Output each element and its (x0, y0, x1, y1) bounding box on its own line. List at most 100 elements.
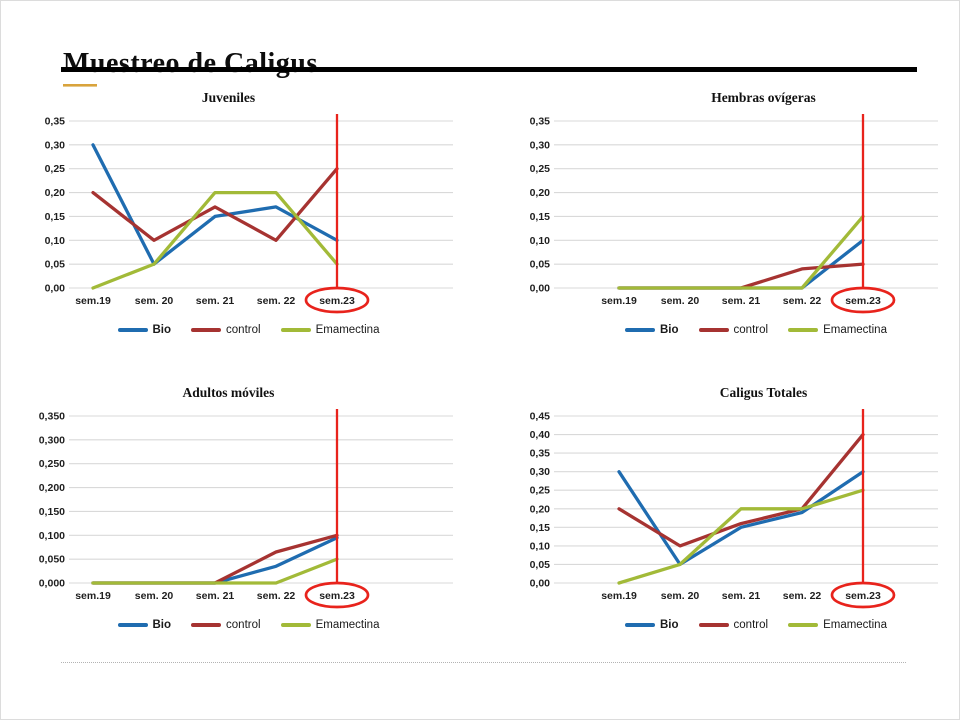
y-tick-label: 0,35 (530, 116, 551, 128)
chart-caligus-totales: Caligus Totales 0,00 0,05 0,10 0,15 0,20 0,25… (506, 384, 946, 634)
legend-item-bio: Bio (117, 324, 172, 336)
x-tick-label: sem.23 (319, 590, 355, 602)
y-tick-label: 0,05 (530, 559, 551, 571)
y-tick-label: 0,30 (530, 139, 551, 151)
y-tick-label: 0,25 (530, 163, 551, 175)
y-tick-label: 0,25 (45, 163, 66, 175)
y-tick-label: 0,00 (530, 283, 551, 295)
series-line-control (617, 262, 865, 290)
line-plot: 0,00 0,05 0,10 0,15 0,20 0,25 0,30 0,35 sem.19 se… (45, 114, 453, 314)
legend-item-bio: Bio (117, 619, 172, 631)
legend-item-control: control (191, 619, 261, 631)
legend-item-bio: Bio (625, 619, 679, 631)
y-tick-label: 0,00 (45, 283, 66, 295)
legend-label: Emamectina (823, 619, 887, 631)
x-tick-label: sem. 20 (661, 590, 700, 602)
annotation-circle (304, 581, 370, 609)
accent-tick (63, 84, 97, 87)
legend-dash-icon (117, 623, 148, 627)
chart-title: Caligus Totales (719, 385, 808, 400)
x-tick-label: sem. 22 (257, 590, 296, 602)
y-tick-label: 0,15 (530, 211, 551, 223)
y-tick-label: 0,10 (530, 540, 551, 552)
x-tick-label: sem. 20 (135, 590, 174, 602)
x-tick-label: sem. 21 (722, 295, 761, 307)
x-tick-label: sem. 21 (196, 590, 235, 602)
series-line-bio (91, 143, 339, 266)
series-line-emamectina (91, 190, 339, 290)
x-tick-label: sem. 22 (783, 590, 822, 602)
x-tick-label: sem.19 (75, 590, 111, 602)
legend-label: control (733, 619, 769, 631)
legend-item-control: control (698, 324, 769, 336)
series-line-control (91, 167, 339, 242)
annotation-circle (830, 286, 896, 314)
x-tick-label: sem. 20 (135, 295, 174, 307)
title-rule (61, 67, 917, 72)
x-tick-label: sem.23 (845, 590, 881, 602)
y-tick-label: 0,40 (530, 429, 551, 441)
annotation-circle (830, 581, 896, 609)
x-tick-label: sem. 20 (661, 295, 700, 307)
legend-dash-icon (788, 328, 819, 332)
line-plot: 0,00 0,05 0,10 0,15 0,20 0,25 0,30 0,35 0,40 0,45… (530, 409, 938, 609)
y-tick-label: 0,35 (45, 116, 66, 128)
legend-item-emamectina: Emamectina (280, 324, 380, 336)
chart-title: Adultos móviles (182, 385, 275, 400)
y-tick-label: 0,250 (39, 458, 65, 470)
line-plot: 0,000 0,050 0,100 0,150 0,200 0,250 0,300 0,350… (39, 409, 453, 609)
x-tick-label: sem.19 (601, 295, 637, 307)
legend-label: control (733, 324, 769, 336)
y-tick-label: 0,150 (39, 506, 65, 518)
legend-label: Emamectina (315, 619, 380, 631)
chart-legend: Bio control Emamectina (506, 321, 946, 339)
legend-label: Bio (152, 619, 172, 631)
x-tick-label: sem.19 (601, 590, 637, 602)
legend-label: Bio (660, 324, 679, 336)
y-tick-label: 0,200 (39, 482, 65, 494)
legend-dash-icon (788, 623, 819, 627)
y-tick-label: 0,20 (45, 187, 66, 199)
x-tick-label: sem. 21 (196, 295, 235, 307)
y-tick-label: 0,300 (39, 434, 65, 446)
y-tick-label: 0,350 (39, 411, 65, 423)
legend-label: control (226, 619, 261, 631)
series-line-bio (617, 470, 865, 567)
x-tick-label: sem. 22 (783, 295, 822, 307)
legend-dash-icon (191, 328, 222, 332)
series-line-emamectina (91, 557, 339, 585)
legend-label: Emamectina (315, 324, 380, 336)
legend-label: control (226, 324, 261, 336)
legend-item-control: control (698, 619, 769, 631)
legend-dash-icon (280, 328, 311, 332)
bottom-divider (61, 662, 906, 663)
y-tick-label: 0,10 (45, 235, 66, 247)
y-tick-label: 0,30 (45, 139, 66, 151)
legend-label: Bio (152, 324, 172, 336)
annotation-circle (304, 286, 370, 314)
y-tick-label: 0,15 (45, 211, 66, 223)
legend-dash-icon (698, 328, 729, 332)
legend-dash-icon (625, 623, 655, 627)
y-tick-label: 0,15 (530, 522, 551, 534)
x-tick-label: sem. 21 (722, 590, 761, 602)
y-tick-label: 0,30 (530, 466, 551, 478)
y-tick-label: 0,05 (45, 259, 66, 271)
line-plot: 0,00 0,05 0,10 0,15 0,20 0,25 0,30 0,35 sem.19 se… (530, 114, 938, 314)
series-line-emamectina (617, 214, 865, 290)
legend-label: Bio (660, 619, 679, 631)
page-title: Muestreo de Caligus (63, 47, 318, 79)
y-tick-label: 0,10 (530, 235, 551, 247)
y-tick-label: 0,00 (530, 578, 551, 590)
legend-dash-icon (191, 623, 222, 627)
legend-item-emamectina: Emamectina (788, 324, 887, 336)
x-tick-label: sem.19 (75, 295, 111, 307)
legend-item-bio: Bio (625, 324, 679, 336)
x-tick-label: sem.23 (845, 295, 881, 307)
chart-title: Hembras ovígeras (711, 90, 816, 105)
x-tick-label: sem.23 (319, 295, 355, 307)
legend-item-emamectina: Emamectina (280, 619, 380, 631)
chart-legend: Bio control Emamectina (21, 616, 461, 634)
legend-dash-icon (625, 328, 655, 332)
